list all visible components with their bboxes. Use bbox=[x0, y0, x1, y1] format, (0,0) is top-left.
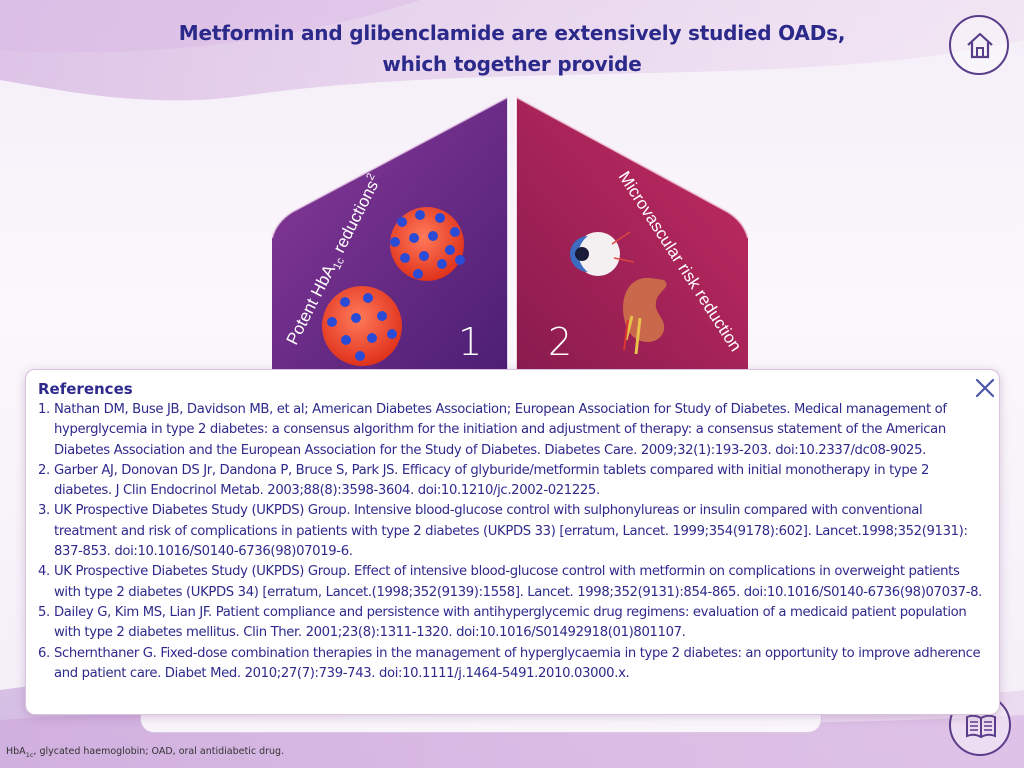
red-blood-cell-icon bbox=[322, 286, 402, 366]
home-icon bbox=[967, 32, 993, 59]
references-panel: References 1. Nathan DM, Buse JB, Davidso… bbox=[25, 369, 1000, 715]
red-blood-cell-icon bbox=[390, 207, 465, 281]
kidney-icon bbox=[623, 277, 667, 355]
reference-item: 2. Garber AJ, Donovan DS Jr, Dandona P, B… bbox=[38, 462, 930, 499]
footnote: HbA1c, glycated haemoglobin; OAD, oral a… bbox=[6, 746, 285, 759]
close-button[interactable] bbox=[973, 376, 997, 400]
references-title: References bbox=[38, 380, 133, 398]
page-title-line-2: which together provide bbox=[382, 52, 642, 76]
references-list: 1. Nathan DM, Buse JB, Davidson MB, et al… bbox=[38, 400, 988, 684]
book-icon bbox=[966, 714, 996, 739]
segment-microvascular bbox=[516, 97, 748, 370]
reference-item: 5. Dailey G, Kim MS, Lian JF. Patient com… bbox=[38, 604, 967, 641]
home-button[interactable] bbox=[949, 15, 1009, 75]
close-icon bbox=[975, 378, 995, 398]
eye-icon bbox=[570, 231, 635, 276]
reference-item: 4. UK Prospective Diabetes Study (UKPDS) … bbox=[38, 564, 983, 600]
reference-item: 3. UK Prospective Diabetes Study (UKPDS) … bbox=[38, 503, 968, 560]
segment-number-1: 1 bbox=[458, 320, 482, 364]
reference-item: 1. Nathan DM, Buse JB, Davidson MB, et al… bbox=[38, 402, 947, 458]
page-title-line-1: Metformin and glibenclamide are extensiv… bbox=[178, 21, 846, 45]
page-title: Metformin and glibenclamide are extensiv… bbox=[162, 18, 862, 80]
segment-number-2: 2 bbox=[548, 320, 572, 364]
reference-item: 6. Schernthaner G. Fixed-dose combination… bbox=[38, 645, 981, 681]
